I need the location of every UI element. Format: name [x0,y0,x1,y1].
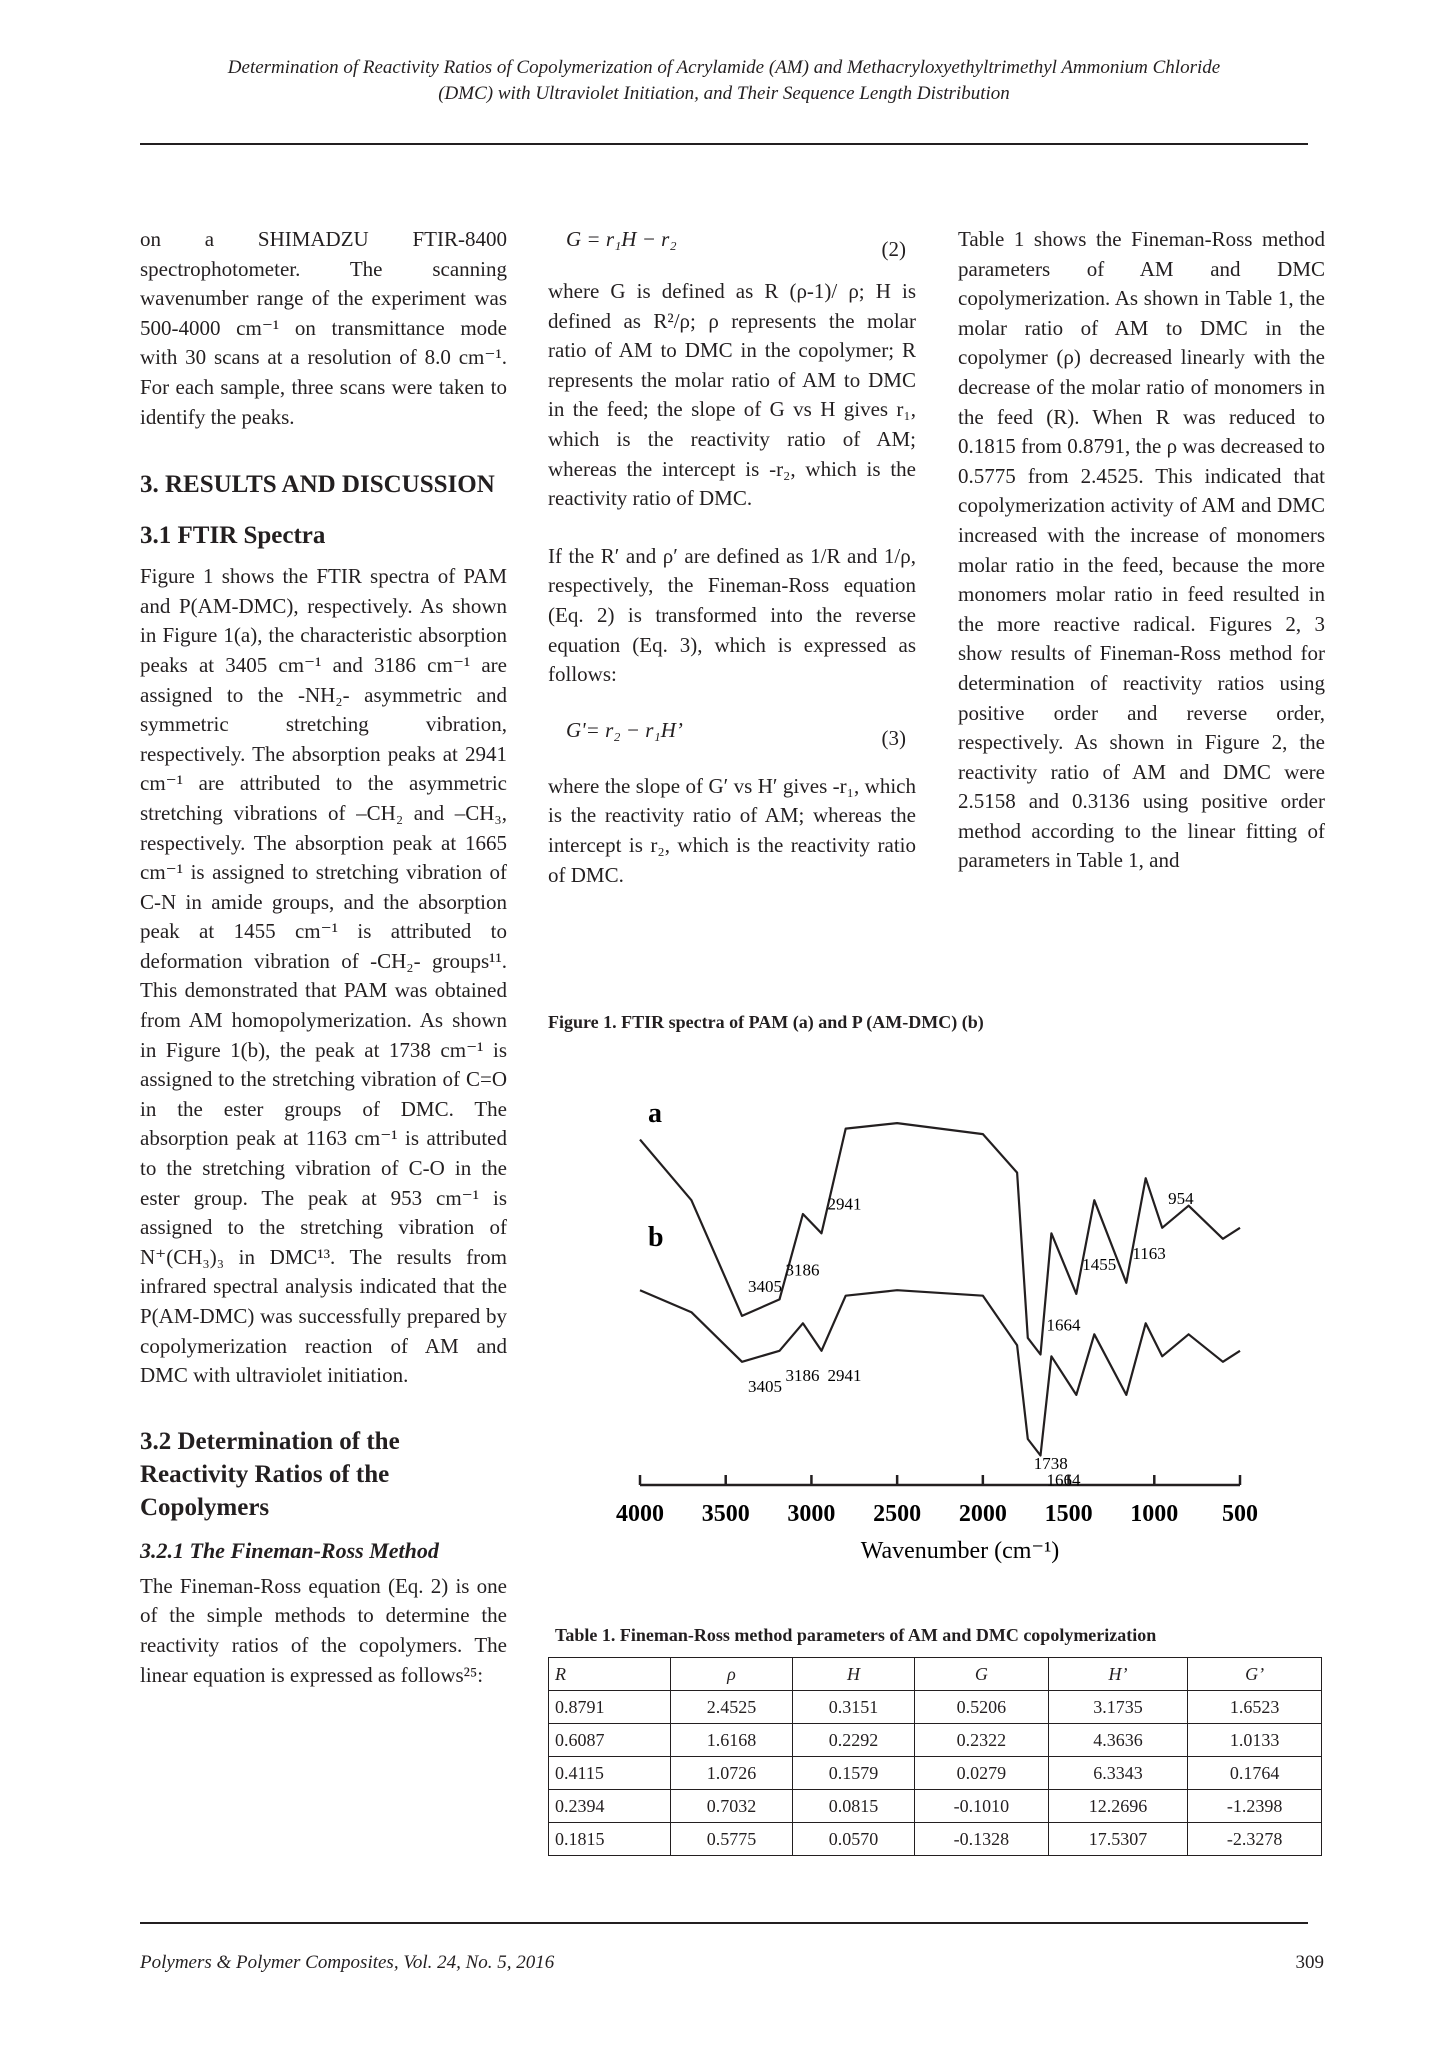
reactivity-heading: 3.2 Determination of the Reactivity Rati… [140,1427,400,1521]
table-row: 0.2394 0.7032 0.0815 -0.1010 12.2696 -1.… [548,1789,1322,1823]
equation-3: G'= r₂ − r₁H’ (3) [548,716,916,756]
x-tick-label: 3500 [702,1501,750,1527]
intro-paragraph: on a SHIMADZU FTIR-8400 spectrophotomete… [140,227,507,429]
x-tick-label: 500 [1222,1501,1258,1527]
table-header-row: R ρ H G H’ G’ [548,1657,1322,1691]
peak-label: 1664 [1046,1315,1081,1334]
footer-rule [140,1922,1308,1924]
peak-label: 3186 [786,1260,820,1279]
header-cell: R [548,1657,671,1691]
x-tick-label: 2000 [959,1501,1007,1527]
table-cell: 6.3343 [1047,1756,1189,1790]
ftir-heading: 3.1 FTIR Spectra [140,522,326,550]
equation-3-text: G'= r₂ − r₁H’ [566,717,683,742]
table-cell: 0.4115 [548,1756,671,1790]
table-cell: 0.3151 [792,1690,915,1724]
equation-2-text: G = r₁H − r₂ [566,227,677,251]
table-row: 0.6087 1.6168 0.2292 0.2322 4.3636 1.013… [548,1723,1322,1757]
table-cell: -1.2398 [1187,1789,1322,1823]
x-tick-label: 2500 [873,1501,921,1527]
table-cell: 3.1735 [1047,1690,1189,1724]
header-rule [140,143,1308,145]
fineman-ross-table: R ρ H G H’ G’ 0.8791 2.4525 0.3151 0.520… [548,1657,1322,1856]
table-row: 0.1815 0.5775 0.0570 -0.1328 17.5307 -2.… [548,1822,1322,1856]
table-cell: 0.1579 [792,1756,915,1790]
peak-label: 1455 [1082,1255,1116,1274]
header-cell: H [792,1657,915,1691]
peak-label: 2941 [828,1194,862,1213]
header-cell: H’ [1047,1657,1189,1691]
table-row: 0.4115 1.0726 0.1579 0.0279 6.3343 0.176… [548,1756,1322,1790]
table-cell: 0.6087 [548,1723,671,1757]
peak-label: 3186 [786,1366,820,1385]
ftir-chart: 4000 3500 3000 2500 2000 1500 1000 500294131863… [616,1098,1258,1564]
table-cell: 0.1764 [1187,1756,1322,1790]
table-cell: 0.2292 [792,1723,915,1757]
x-axis-title: Wavenumber (cm⁻¹) [861,1538,1060,1564]
eq2-explanation: where G is defined as R (ρ-1)/ ρ; H is d… [548,279,916,511]
series-a-label: a [648,1098,662,1129]
column-3: Table 1 shows the Fineman-Ross method pa… [958,225,1325,876]
equation-3-number: (3) [881,725,907,750]
table-row: 0.8791 2.4525 0.3151 0.5206 3.1735 1.652… [548,1690,1322,1724]
peak-label: 3405 [748,1377,782,1396]
table-cell: 17.5307 [1047,1822,1189,1856]
header-cell: G’ [1187,1657,1322,1691]
table-cell: 12.2696 [1047,1789,1189,1823]
peak-label: 1163 [1132,1244,1165,1263]
table-discussion-paragraph: Table 1 shows the Fineman-Ross method pa… [958,227,1325,873]
peak-label: 1738 [1034,1454,1068,1473]
peak-label: 3405 [748,1277,782,1296]
equation-2: G = r₁H − r₂ (2) [548,225,916,265]
header-cell: G [914,1657,1049,1691]
x-tick-label: 1500 [1045,1501,1093,1527]
table-1-caption: Table 1. Fineman-Ross method parameters … [555,1625,1157,1645]
figure-1-caption: Figure 1. FTIR spectra of PAM (a) and P … [548,1012,984,1032]
page-number: 309 [1295,1952,1325,1973]
table-cell: 0.2394 [548,1789,671,1823]
table-cell: 1.6168 [670,1723,793,1757]
journal-citation: Polymers & Polymer Composites, Vol. 24, … [140,1952,555,1973]
column-1: on a SHIMADZU FTIR-8400 spectrophotomete… [140,225,507,1690]
peak-label: 954 [1168,1189,1194,1208]
running-header: Determination of Reactivity Ratios of Co… [140,55,1308,107]
table-cell: 2.4525 [670,1690,793,1724]
x-tick-label: 1000 [1130,1501,1178,1527]
ftir-paragraph: Figure 1 shows the FTIR spectra of PAM a… [140,564,507,1388]
fineman-ross-heading: 3.2.1 The Fineman-Ross Method [140,1537,439,1563]
table-cell: 0.8791 [548,1690,671,1724]
table-cell: 0.0570 [792,1822,915,1856]
table-cell: 0.5775 [670,1822,793,1856]
header-line-1: Determination of Reactivity Ratios of Co… [227,57,1221,78]
results-heading: 3. RESULTS AND DISCUSSION [140,471,495,499]
series-a-line [639,1122,1241,1356]
x-tick-label: 3000 [787,1501,835,1527]
table-cell: -0.1010 [914,1789,1049,1823]
reverse-equation-intro: If the R′ and ρ′ are defined as 1/R and … [548,543,916,687]
table-cell: -2.3278 [1187,1822,1322,1856]
table-cell: 0.7032 [670,1789,793,1823]
peak-label: 2941 [828,1366,862,1385]
table-cell: 1.0133 [1187,1723,1322,1757]
table-cell: 0.0279 [914,1756,1049,1790]
series-b-label: b [648,1222,664,1253]
peak-label: 1664 [1046,1471,1081,1490]
table-cell: 1.0726 [670,1756,793,1790]
series-b-line [639,1289,1241,1457]
table-cell: 1.6523 [1187,1690,1322,1724]
equation-2-number: (2) [881,237,907,261]
x-tick-label: 4000 [616,1501,664,1527]
table-cell: 0.5206 [914,1690,1049,1724]
table-cell: 0.0815 [792,1789,915,1823]
fineman-ross-paragraph: The Fineman-Ross equation (Eq. 2) is one… [140,1573,507,1687]
column-2: G = r₁H − r₂ (2) where G is defined as R… [548,225,916,890]
header-cell: ρ [670,1657,793,1691]
table-cell: 0.2322 [914,1723,1049,1757]
eq3-explanation: where the slope of G′ vs H′ gives -r₁, w… [548,773,916,887]
table-cell: 4.3636 [1047,1723,1189,1757]
table-cell: -0.1328 [914,1822,1049,1856]
table-cell: 0.1815 [548,1822,671,1856]
plot-area: 4000 3500 3000 2500 2000 1500 1000 500294131863… [616,1122,1258,1527]
header-line-2: (DMC) with Ultraviolet Initiation, and T… [438,83,1010,104]
